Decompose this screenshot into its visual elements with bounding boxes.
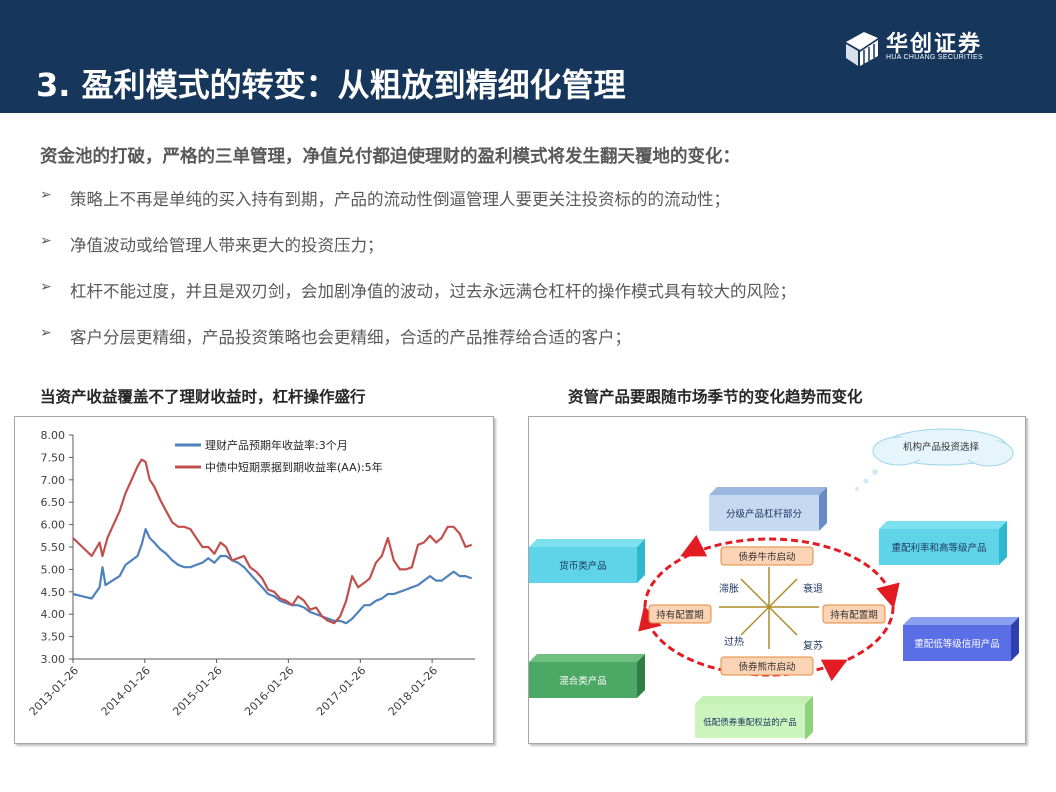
low-grade-credit-box: 重配低等级信用产品 <box>903 617 1019 661</box>
header-bar: 3. 盈利模式的转变：从粗放到精细化管理 华创证券 HUA CHUANG SEC… <box>0 0 1056 113</box>
bullet-list: ➢ 策略上不再是单纯的买入持有到期，产品的流动性倒逼管理人要更关注投资标的的流动性… <box>40 186 796 370</box>
hold-right-label: 持有配置期 <box>830 609 878 621</box>
bullet-text: 杠杆不能过度，并且是双刃剑，会加剧净值的波动，过去永远满仓杠杆的操作模式具有较大… <box>70 282 796 301</box>
bull-label: 债券牛市启动 <box>738 551 795 563</box>
chart-panel: 8.00 7.50 7.00 6.50 6.00 5.50 5.00 4.50 4.00 3.50… <box>14 416 494 744</box>
hold-left-label-box: 持有配置期 <box>648 604 712 624</box>
intro-text: 资金池的打破，严格的三单管理，净值兑付都迫使理财的盈利模式将发生翻天覆地的变化： <box>40 147 740 167</box>
cycle-ring <box>638 534 900 682</box>
money-market-box-label: 货币类产品 <box>559 560 607 572</box>
y-tick-label: 6.00 <box>41 519 66 532</box>
high-grade-box: 重配利率和高等级产品 <box>879 521 1007 565</box>
bullet-text: 策略上不再是单纯的买入持有到期，产品的流动性倒逼管理人要更关注投资标的的流动性； <box>70 190 730 209</box>
arrow-bullet-icon: ➢ <box>40 187 52 203</box>
x-tick-label: 2018-01-26 <box>386 664 440 718</box>
series-line <box>72 458 473 625</box>
bullet-item: ➢ 净值波动或给管理人带来更大的投资压力； <box>40 232 796 278</box>
arrow-bullet-icon: ➢ <box>40 233 52 249</box>
left-panel-title: 当资产收益覆盖不了理财收益时，杠杆操作盛行 <box>40 388 366 406</box>
grading-box-label: 分级产品杠杆部分 <box>726 508 803 520</box>
recovery-label: 复苏 <box>803 639 823 652</box>
legend-label: 理财产品预期年收益率:3个月 <box>205 438 348 452</box>
logo-text-cn: 华创证券 <box>886 32 983 57</box>
cloud-label: 机构产品投资选择 <box>903 441 980 453</box>
cycle-diagram: 机构产品投资选择 分级产品杠杆部分 货币类产品 重配利率和高等级产品 重配低等级… <box>529 428 1019 740</box>
axis-cross <box>719 567 819 649</box>
y-tick-label: 5.00 <box>41 563 66 576</box>
hold-left-label: 持有配置期 <box>656 609 704 621</box>
cycle-diagram-panel: 机构产品投资选择 分级产品杠杆部分 货币类产品 重配利率和高等级产品 重配低等级… <box>528 416 1026 744</box>
y-tick-label: 3.50 <box>41 631 66 644</box>
logo-mark-icon <box>846 32 878 66</box>
low-weight-bond-box: 低配债券重配权益的产品 <box>695 696 813 740</box>
y-tick-label: 7.50 <box>41 451 66 464</box>
y-tick-label: 4.50 <box>41 586 66 599</box>
y-tick-label: 4.00 <box>41 608 66 621</box>
mixed-box-label: 混合类产品 <box>559 675 607 687</box>
money-market-box: 货币类产品 <box>529 539 645 583</box>
x-tick-label: 2015-01-26 <box>170 664 224 718</box>
page-title: 3. 盈利模式的转变：从粗放到精细化管理 <box>36 66 626 104</box>
mixed-box: 混合类产品 <box>529 654 645 698</box>
bullet-text: 客户分层更精细，产品投资策略也会更精细，合适的产品推荐给合适的客户； <box>70 328 631 347</box>
y-tick-label: 5.50 <box>41 541 66 554</box>
x-tick-label: 2016-01-26 <box>242 664 296 718</box>
right-panel-title: 资管产品要跟随市场季节的变化趋势而变化 <box>568 388 863 406</box>
bullet-item: ➢ 策略上不再是单纯的买入持有到期，产品的流动性倒逼管理人要更关注投资标的的流动性… <box>40 186 796 232</box>
y-tick-label: 8.00 <box>41 429 66 442</box>
legend-label: 中债中短期票据到期收益率(AA):5年 <box>205 460 383 474</box>
low-grade-credit-box-label: 重配低等级信用产品 <box>914 638 1000 650</box>
grading-box: 分级产品杠杆部分 <box>709 487 827 531</box>
hold-right-label-box: 持有配置期 <box>822 604 886 624</box>
arrow-bullet-icon: ➢ <box>40 279 52 295</box>
x-tick-label: 2013-01-26 <box>27 664 81 718</box>
cloud-callout: 机构产品投资选择 <box>855 428 1014 491</box>
arrow-bullet-icon: ➢ <box>40 325 52 341</box>
low-weight-bond-box-label: 低配债券重配权益的产品 <box>703 717 797 728</box>
y-tick-label: 7.00 <box>41 474 66 487</box>
logo-text-en: HUA CHUANG SECURITIES <box>886 54 983 61</box>
bullet-text: 净值波动或给管理人带来更大的投资压力； <box>70 236 384 255</box>
recession-label: 衰退 <box>803 582 823 595</box>
x-tick-label: 2017-01-26 <box>314 664 368 718</box>
y-tick-label: 3.00 <box>41 653 66 666</box>
bear-label: 债券熊市启动 <box>738 661 795 673</box>
y-tick-label: 6.50 <box>41 496 66 509</box>
company-logo: 华创证券 HUA CHUANG SECURITIES <box>842 26 1002 70</box>
bull-label-box: 债券牛市启动 <box>720 546 814 566</box>
stagflation-label: 滞胀 <box>719 583 739 595</box>
bullet-item: ➢ 客户分层更精细，产品投资策略也会更精细，合适的产品推荐给合适的客户； <box>40 324 796 370</box>
x-tick-label: 2014-01-26 <box>99 664 153 718</box>
line-chart: 8.00 7.50 7.00 6.50 6.00 5.50 5.00 4.50 4.00 3.50… <box>27 429 475 718</box>
series-line <box>72 527 473 625</box>
bear-label-box: 债券熊市启动 <box>720 656 814 676</box>
bullet-item: ➢ 杠杆不能过度，并且是双刃剑，会加剧净值的波动，过去永远满仓杠杆的操作模式具有较… <box>40 278 796 324</box>
overheat-label: 过热 <box>724 635 744 648</box>
high-grade-box-label: 重配利率和高等级产品 <box>891 542 986 554</box>
